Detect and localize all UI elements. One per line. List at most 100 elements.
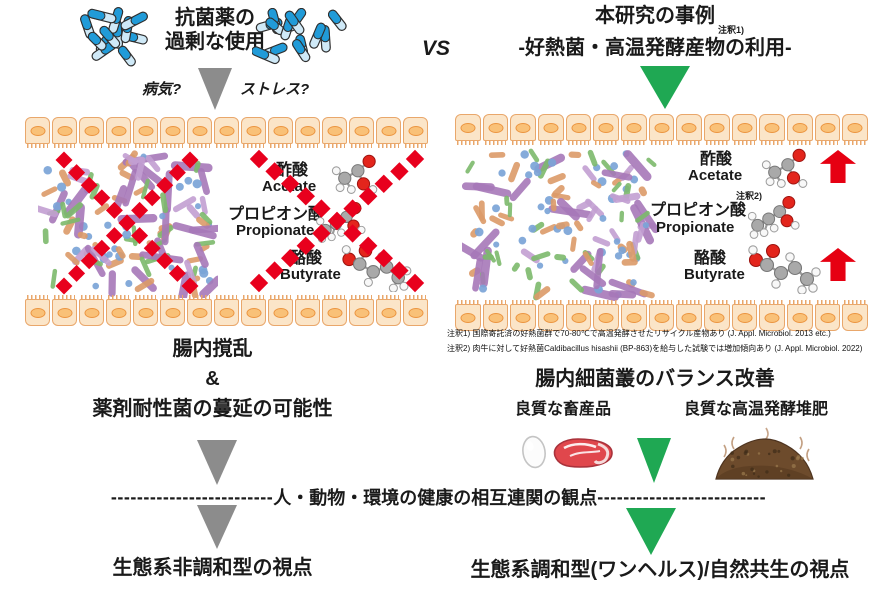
epithelial-cell bbox=[322, 117, 347, 148]
epithelial-cell bbox=[160, 295, 185, 326]
epithelial-cell bbox=[214, 117, 239, 148]
epithelial-cell bbox=[25, 117, 50, 148]
epithelial-cell bbox=[510, 114, 537, 145]
epithelial-cell bbox=[295, 295, 320, 326]
epithelial-cell bbox=[759, 114, 786, 145]
left-title-line1: 抗菌薬の bbox=[175, 7, 255, 29]
egg-icon bbox=[522, 435, 546, 469]
one-health-divider: ------------------------- 人・動物・環境の健康の相互連… bbox=[0, 484, 877, 510]
epithelial-cell bbox=[565, 114, 592, 145]
epithelial-cell bbox=[187, 117, 212, 148]
intestinal-wall-top bbox=[455, 114, 869, 145]
epithelial-cell bbox=[731, 300, 758, 331]
epithelial-cell bbox=[538, 300, 564, 331]
butyrate-label-jp: 酪酸 bbox=[290, 250, 323, 267]
gut-microbiome-illustration bbox=[462, 148, 658, 301]
epithelial-cell bbox=[106, 117, 131, 148]
propionate-label-jp: プロピオン酸 bbox=[650, 202, 747, 219]
red-up-arrow-icon bbox=[820, 150, 856, 183]
intestinal-wall-bottom bbox=[25, 295, 428, 326]
gut-microbiome-illustration bbox=[38, 150, 218, 298]
epithelial-cell bbox=[376, 117, 401, 148]
right-title-line2: -好熱菌・高温発酵産物の利用- bbox=[518, 37, 792, 59]
epithelial-cell bbox=[187, 295, 212, 326]
epithelial-cell bbox=[25, 295, 50, 326]
epithelial-cell bbox=[322, 295, 347, 326]
acetate-molecule-icon bbox=[761, 148, 808, 188]
epithelial-cell bbox=[538, 114, 564, 145]
epithelial-cell bbox=[787, 300, 813, 331]
divider-dashes-right: -------------------------- bbox=[597, 486, 767, 507]
epithelial-cell bbox=[349, 117, 374, 148]
epithelial-cell bbox=[133, 295, 158, 326]
epithelial-cell bbox=[621, 114, 647, 145]
epithelial-cell bbox=[403, 295, 428, 326]
epithelial-cell bbox=[676, 300, 703, 331]
epithelial-cell bbox=[295, 117, 320, 148]
antibiotic-pills-icon bbox=[80, 7, 148, 67]
epithelial-cell bbox=[704, 114, 730, 145]
propionate-label-en: Propionate bbox=[656, 219, 735, 236]
intestinal-wall-top bbox=[25, 117, 428, 148]
footnote-1: 注釈1) 国際寄託済の好熱菌群で70-80℃で高温発酵させたリサイクル産物あり … bbox=[447, 329, 831, 338]
epithelial-cell bbox=[79, 295, 104, 326]
footnote-2: 注釈2) 肉牛に対して好熱菌Caldibacillus hisashii (BP… bbox=[447, 344, 863, 353]
acetate-label-jp: 酢酸 bbox=[276, 162, 309, 179]
epithelial-cell bbox=[814, 300, 841, 331]
butyrate-label-en: Butyrate bbox=[280, 266, 341, 283]
left-outcome-line1: 腸内撹乱 bbox=[172, 338, 253, 360]
red-x-icon bbox=[55, 151, 199, 295]
epithelial-cell bbox=[52, 117, 77, 148]
epithelial-cell bbox=[482, 300, 509, 331]
epithelial-cell bbox=[676, 114, 703, 145]
question-disease: 病気? bbox=[142, 81, 182, 98]
green-down-arrow-icon bbox=[640, 66, 690, 109]
right-outcome: 腸内細菌叢のバランス改善 bbox=[535, 368, 775, 390]
butyrate-label-jp: 酪酸 bbox=[694, 250, 727, 267]
question-stress: ストレス? bbox=[240, 81, 310, 98]
acetate-molecule-icon bbox=[331, 154, 378, 194]
epithelial-cell bbox=[731, 114, 758, 145]
epithelial-cell bbox=[268, 295, 293, 326]
right-title-line1: 本研究の事例 bbox=[595, 5, 715, 27]
vs-label: VS bbox=[422, 37, 451, 60]
epithelial-cell bbox=[759, 300, 786, 331]
acetate-label-en: Acetate bbox=[688, 167, 743, 184]
epithelial-cell bbox=[510, 300, 537, 331]
product-compost-label: 良質な高温発酵堆肥 bbox=[683, 401, 828, 418]
butyrate-label-en: Butyrate bbox=[684, 266, 745, 283]
compost-pile-icon bbox=[715, 427, 814, 480]
antibiotic-pills-icon bbox=[252, 8, 347, 65]
epithelial-cell bbox=[241, 295, 266, 326]
propionate-note: 注釈2) bbox=[736, 191, 763, 201]
epithelial-cell bbox=[482, 114, 509, 145]
gray-down-arrow-icon bbox=[198, 68, 232, 110]
epithelial-cell bbox=[133, 117, 158, 148]
right-title-note: 注釈1) bbox=[718, 25, 745, 35]
epithelial-cell bbox=[79, 117, 104, 148]
right-bottom-view: 生態系調和型(ワンヘルス)/自然共生の視点 bbox=[470, 559, 850, 581]
epithelial-cell bbox=[214, 295, 239, 326]
epithelial-cell bbox=[842, 114, 869, 145]
epithelial-cell bbox=[241, 117, 266, 148]
epithelial-cell bbox=[842, 300, 869, 331]
butyrate-molecule-icon bbox=[748, 243, 821, 294]
epithelial-cell bbox=[376, 295, 401, 326]
epithelial-cell bbox=[349, 295, 374, 326]
epithelial-cell bbox=[648, 114, 675, 145]
epithelial-cell bbox=[593, 114, 620, 145]
intestinal-wall-bottom bbox=[455, 300, 869, 331]
red-x-icon bbox=[249, 149, 425, 293]
divider-label: 人・動物・環境の健康の相互連関の観点 bbox=[273, 488, 598, 508]
epithelial-cell bbox=[403, 117, 428, 148]
epithelial-cell bbox=[455, 114, 481, 145]
meat-icon bbox=[553, 438, 613, 468]
epithelial-cell bbox=[455, 300, 481, 331]
left-bottom-view: 生態系非調和型の視点 bbox=[112, 557, 313, 579]
left-title-line2: 過剰な使用 bbox=[165, 31, 265, 53]
epithelial-cell bbox=[704, 300, 730, 331]
epithelial-cell bbox=[814, 114, 841, 145]
epithelial-cell bbox=[648, 300, 675, 331]
epithelial-cell bbox=[593, 300, 620, 331]
